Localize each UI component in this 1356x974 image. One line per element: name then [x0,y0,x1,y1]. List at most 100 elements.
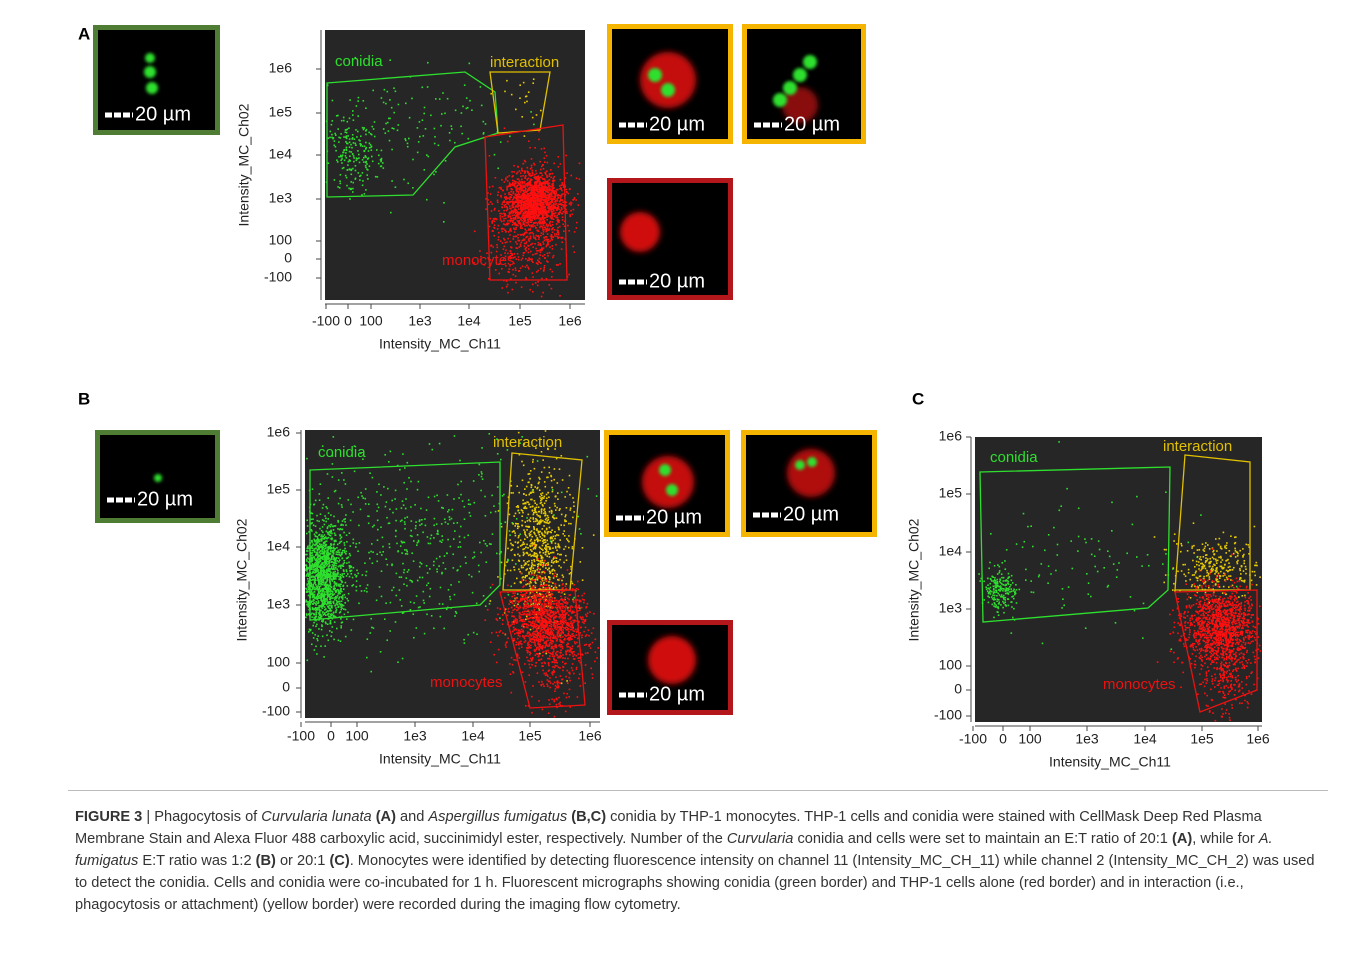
event-dot [544,196,546,198]
event-dot [338,591,340,593]
event-dot [522,217,524,219]
event-dot [358,139,360,141]
event-dot [534,211,536,213]
event-dot [551,490,554,493]
event-dot [544,551,547,554]
event-dot [319,553,322,555]
event-dot [315,579,317,581]
event-dot [514,269,517,271]
event-dot [495,250,498,253]
event-dot [524,186,526,188]
event-dot [570,522,572,525]
event-dot [486,252,488,254]
event-dot [339,592,341,595]
event-dot [513,231,516,233]
event-dot [327,162,330,164]
event-dot [334,605,336,607]
event-dot [490,244,493,246]
event-dot [389,59,391,61]
scale-label: 20 µm [135,103,191,125]
event-dot [450,584,452,586]
event-dot [307,545,309,548]
event-dot [341,596,344,599]
event-dot [323,560,326,562]
event-dot [551,227,554,230]
event-dot [331,575,334,577]
event-dot [443,221,445,223]
event-dot [312,564,314,566]
event-dot [365,107,367,109]
event-dot [341,607,343,609]
event-dot [549,268,552,271]
event-dot [352,566,355,569]
event-dot [557,498,559,500]
event-dot [501,495,504,497]
event-dot [382,128,385,130]
event-dot [401,657,404,660]
event-dot [427,582,430,584]
event-dot [336,596,338,598]
event-dot [395,529,397,532]
event-dot [322,572,325,574]
event-dot [556,549,558,552]
event-dot [550,474,552,477]
event-dot [504,212,506,215]
event-dot [312,585,314,587]
event-dot [518,270,520,272]
event-dot [509,539,511,541]
event-dot [536,486,539,489]
event-dot [505,205,508,208]
event-dot [359,143,361,145]
event-dot [330,590,332,592]
event-dot [551,217,553,219]
event-dot [503,181,506,183]
event-dot [331,463,334,465]
event-dot [308,628,311,631]
event-dot [535,247,537,250]
event-dot [311,552,313,554]
event-dot [550,192,553,194]
event-dot [506,222,509,225]
event-dot [531,565,533,568]
event-dot [516,184,518,187]
event-dot [531,209,534,211]
event-dot [333,577,336,579]
event-dot [522,196,525,199]
event-dot [550,475,553,478]
event-dot [521,207,523,210]
event-dot [526,188,529,191]
event-dot [366,163,368,165]
event-dot [330,600,332,603]
event-dot [354,177,357,180]
event-dot [568,540,570,543]
event-dot [490,210,493,212]
event-dot [529,250,532,253]
event-dot [314,541,316,543]
event-dot [531,171,534,174]
event-dot [544,576,546,578]
event-dot [552,180,555,183]
event-dot [535,271,538,273]
event-dot [319,567,322,569]
event-dot [541,492,544,494]
event-dot [316,566,318,569]
event-dot [516,196,519,198]
event-dot [335,599,338,602]
event-dot [553,517,556,520]
event-dot [511,179,514,182]
event-dot [346,562,348,564]
event-dot [397,550,399,553]
event-dot [367,178,369,180]
event-dot [369,472,371,474]
event-dot [341,596,343,599]
event-dot [412,560,415,562]
event-dot [538,257,541,260]
event-dot [499,577,502,580]
event-dot [535,234,537,237]
event-dot [542,565,544,568]
event-dot [421,519,423,521]
event-dot [513,209,516,211]
event-dot [550,214,552,217]
event-dot [547,561,549,564]
event-dot [534,183,536,185]
